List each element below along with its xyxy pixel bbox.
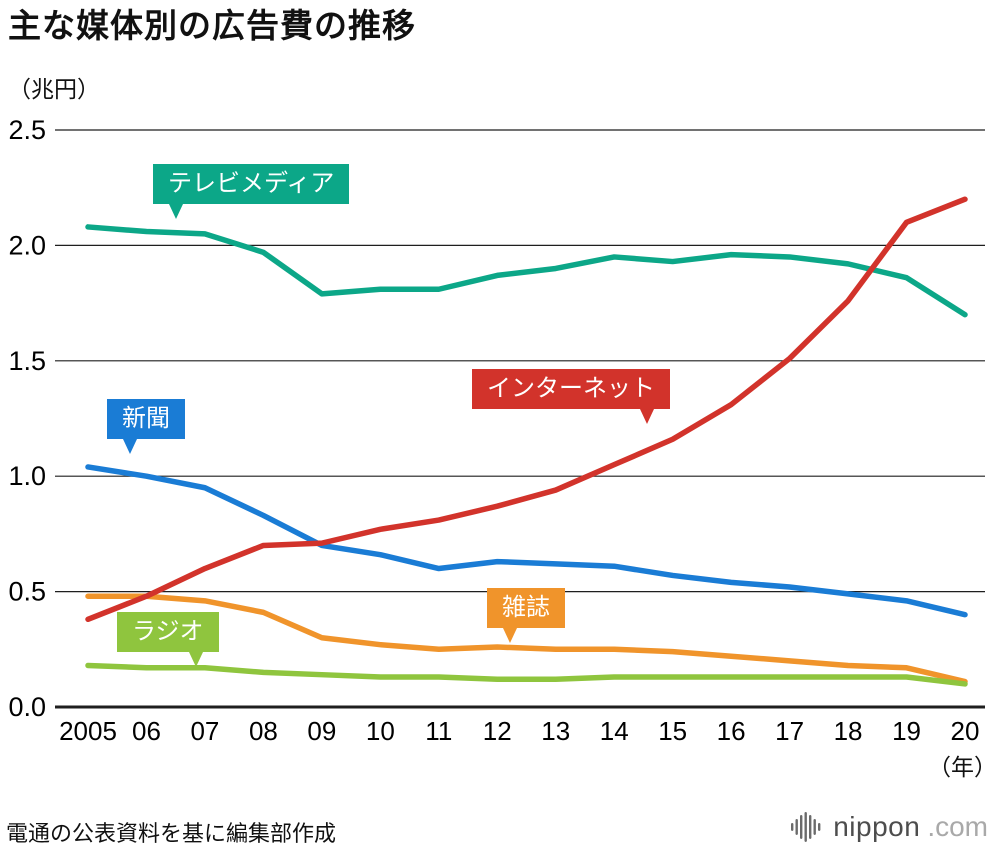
source-note: 電通の公表資料を基に編集部作成	[6, 821, 337, 846]
y-tick-label: 1.0	[8, 461, 46, 491]
x-tick-label: 09	[307, 716, 336, 746]
x-tick-label: 07	[190, 716, 219, 746]
series-label-newspaper-text: 新聞	[122, 405, 170, 432]
x-axis-unit-label: （年）	[928, 754, 997, 780]
series-label-newspaper: 新聞	[107, 399, 185, 454]
y-tick-label: 2.0	[8, 230, 46, 260]
logo-text-com: .com	[927, 811, 988, 842]
series-label-internet-text: インターネット	[487, 375, 655, 402]
x-tick-label: 13	[541, 716, 570, 746]
x-tick-label: 19	[892, 716, 921, 746]
nippon-logo: nippon .com	[790, 810, 988, 844]
x-tick-label: 16	[717, 716, 746, 746]
x-tick-label: 17	[775, 716, 804, 746]
series-line-3	[85, 662, 968, 687]
x-tick-label: 18	[834, 716, 863, 746]
y-tick-label: 0.0	[8, 692, 46, 722]
x-tick-label: 20	[951, 716, 980, 746]
y-tick-label: 1.5	[8, 346, 46, 376]
x-tick-label: 12	[483, 716, 512, 746]
y-axis-unit-label: （兆円）	[8, 76, 100, 102]
series-line-0	[85, 224, 968, 318]
series-line-4	[85, 196, 968, 623]
x-tick-label: 11	[425, 716, 452, 746]
x-tick-label: 06	[132, 716, 161, 746]
x-tick-label: 2005	[59, 716, 117, 746]
series-label-radio: ラジオ	[117, 612, 219, 667]
series-line-1	[85, 464, 968, 618]
y-tick-label: 2.5	[8, 115, 46, 145]
series-label-magazine-text: 雑誌	[502, 594, 550, 621]
series-label-magazine: 雑誌	[487, 588, 565, 643]
series-label-tv-media-text: テレビメディア	[168, 170, 335, 197]
logo-text-nippon: nippon	[833, 811, 921, 842]
x-tick-label: 08	[249, 716, 278, 746]
series-label-radio-text: ラジオ	[132, 618, 204, 645]
y-tick-label: 0.5	[8, 577, 46, 607]
series-line-2	[85, 593, 968, 685]
x-tick-label: 14	[600, 716, 629, 746]
x-tick-label: 15	[658, 716, 687, 746]
series-label-tv-media: テレビメディア	[153, 164, 350, 219]
page-title: 主な媒体別の広告費の推移	[8, 7, 416, 44]
soundwave-bars-icon	[791, 812, 821, 842]
series-label-internet: インターネット	[472, 369, 670, 424]
x-tick-label: 10	[366, 716, 395, 746]
